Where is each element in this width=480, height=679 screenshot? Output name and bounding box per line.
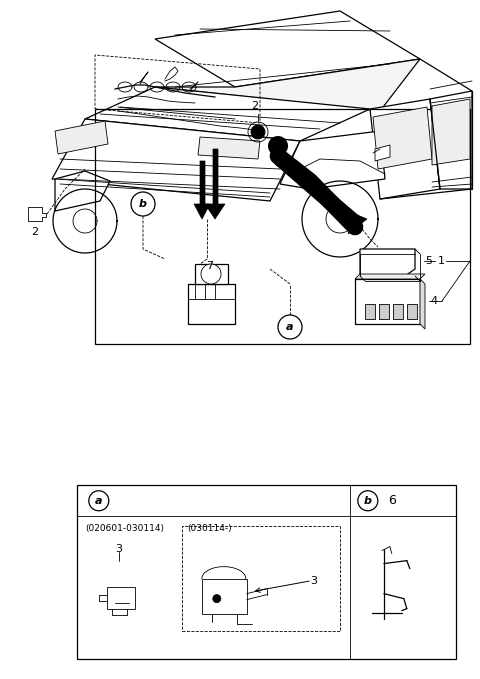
Bar bbox=[77, 485, 456, 659]
Text: 2: 2 bbox=[31, 227, 38, 237]
Polygon shape bbox=[55, 171, 110, 211]
Polygon shape bbox=[432, 99, 470, 165]
Bar bbox=[379, 304, 389, 319]
Polygon shape bbox=[373, 107, 432, 169]
Polygon shape bbox=[155, 11, 420, 87]
Text: 4: 4 bbox=[430, 296, 437, 306]
Polygon shape bbox=[360, 249, 415, 276]
Circle shape bbox=[358, 491, 378, 511]
Polygon shape bbox=[375, 145, 390, 161]
Bar bbox=[393, 304, 403, 319]
Bar bbox=[182, 526, 340, 631]
Polygon shape bbox=[348, 214, 367, 234]
Bar bbox=[365, 304, 375, 319]
Text: 6: 6 bbox=[388, 494, 396, 507]
Text: 2: 2 bbox=[252, 101, 259, 111]
Polygon shape bbox=[188, 284, 235, 324]
Text: 1: 1 bbox=[438, 256, 445, 266]
Polygon shape bbox=[355, 274, 425, 279]
Polygon shape bbox=[370, 99, 440, 199]
Circle shape bbox=[251, 125, 265, 139]
Bar bbox=[407, 304, 417, 319]
Text: 3: 3 bbox=[115, 544, 122, 554]
Text: (020601-030114): (020601-030114) bbox=[85, 524, 164, 533]
Polygon shape bbox=[195, 264, 228, 284]
Polygon shape bbox=[205, 149, 225, 219]
Polygon shape bbox=[28, 207, 46, 221]
Polygon shape bbox=[198, 137, 260, 159]
Circle shape bbox=[89, 491, 109, 511]
Text: a: a bbox=[286, 322, 294, 332]
Polygon shape bbox=[155, 59, 420, 111]
Circle shape bbox=[131, 192, 155, 216]
Polygon shape bbox=[280, 131, 385, 189]
Polygon shape bbox=[194, 161, 210, 219]
Text: 5: 5 bbox=[425, 256, 432, 266]
Polygon shape bbox=[85, 87, 370, 141]
Bar bbox=[107, 587, 135, 608]
Circle shape bbox=[278, 315, 302, 339]
Circle shape bbox=[201, 264, 221, 284]
Polygon shape bbox=[275, 151, 360, 229]
Circle shape bbox=[213, 595, 221, 603]
Text: a: a bbox=[95, 496, 103, 506]
Text: (030114-): (030114-) bbox=[187, 524, 231, 533]
Text: 7: 7 bbox=[206, 261, 214, 271]
Text: 3: 3 bbox=[310, 576, 317, 585]
Bar bbox=[202, 579, 247, 614]
Text: b: b bbox=[364, 496, 372, 506]
Circle shape bbox=[268, 136, 288, 156]
Text: b: b bbox=[139, 199, 147, 209]
Polygon shape bbox=[430, 91, 472, 189]
Polygon shape bbox=[420, 279, 425, 329]
Bar bbox=[95, 109, 470, 344]
Polygon shape bbox=[55, 121, 108, 154]
Polygon shape bbox=[52, 119, 300, 201]
Polygon shape bbox=[355, 279, 420, 324]
